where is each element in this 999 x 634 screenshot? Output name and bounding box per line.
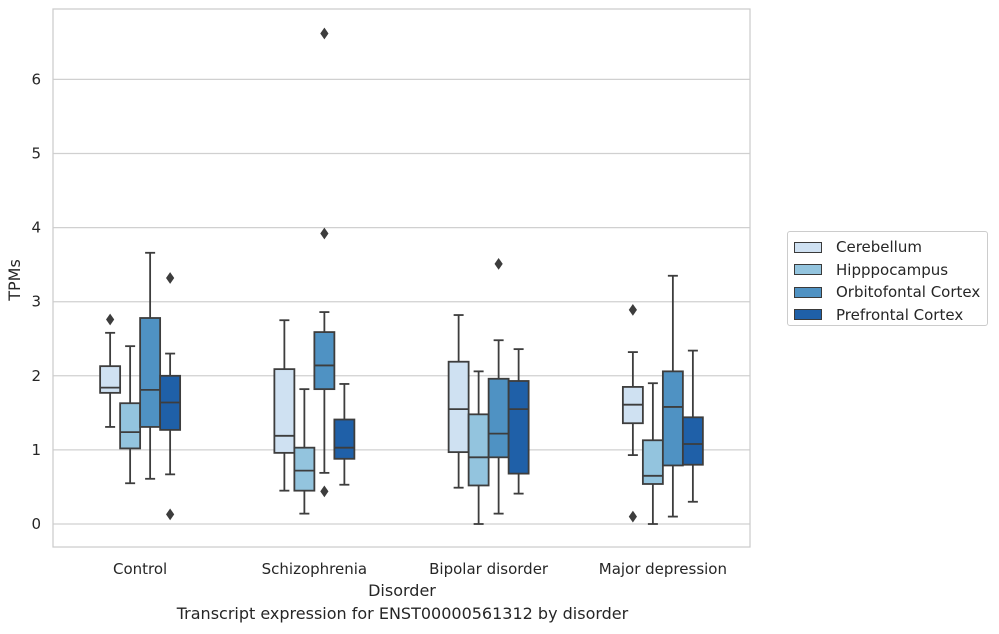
- outlier-point: [106, 313, 115, 326]
- x-tick-label-1: Schizophrenia: [262, 560, 367, 578]
- box-iqr: [641, 439, 664, 485]
- box-0-0: [99, 313, 122, 428]
- box-iqr: [681, 416, 704, 466]
- chart-title: Transcript expression for ENST0000056131…: [176, 604, 629, 623]
- y-tick-label-4: 4: [31, 219, 41, 237]
- y-tick-label-3: 3: [31, 293, 41, 311]
- y-tick-labels: 0 1 2 3 4 5 6: [31, 70, 41, 533]
- x-tick-label-2: Bipolar disorder: [429, 560, 549, 578]
- legend: Cerebellum Hipppocampus Orbitofontal Cor…: [787, 231, 988, 326]
- outlier-point: [494, 258, 503, 270]
- box-0-3: [621, 303, 644, 523]
- box-iqr: [333, 418, 356, 460]
- box-3-2: [507, 348, 530, 495]
- legend-item-prefrontal: Prefrontal Cortex: [794, 304, 987, 327]
- box-0-1: [273, 319, 296, 492]
- box-1-0: [119, 345, 142, 485]
- box-iqr: [661, 370, 684, 467]
- box-1-2: [467, 370, 490, 525]
- outlier-point: [320, 27, 329, 40]
- legend-label-hippocampus: Hipppocampus: [836, 260, 949, 279]
- box-iqr: [447, 360, 470, 454]
- outlier-point: [628, 303, 637, 316]
- outlier-point: [320, 227, 329, 240]
- outlier-point: [166, 508, 175, 521]
- legend-item-hippocampus: Hipppocampus: [794, 259, 987, 282]
- legend-swatch-cerebellum: [794, 241, 822, 253]
- box-1-1: [293, 388, 316, 515]
- boxes-layer: [99, 27, 704, 525]
- box-2-3: [661, 274, 684, 518]
- box-iqr: [313, 331, 336, 391]
- legend-swatch-hippocampus: [794, 264, 822, 276]
- legend-label-cerebellum: Cerebellum: [836, 238, 922, 257]
- legend-label-orbitofrontal: Orbitofontal Cortex: [836, 283, 981, 302]
- x-axis-label: Disorder: [368, 581, 436, 600]
- y-axis-label: TPMs: [5, 259, 24, 302]
- x-tick-label-3: Major depression: [599, 560, 727, 578]
- box-iqr: [487, 377, 510, 459]
- box-1-3: [641, 382, 664, 525]
- box-3-0: [159, 272, 182, 521]
- outlier-point: [628, 510, 637, 523]
- box-iqr: [119, 402, 142, 450]
- y-tick-label-2: 2: [31, 367, 41, 385]
- box-iqr: [507, 380, 530, 475]
- plot-frame: [52, 8, 751, 548]
- legend-label-prefrontal: Prefrontal Cortex: [836, 305, 964, 324]
- legend-swatch-prefrontal: [794, 309, 822, 321]
- y-tick-label-6: 6: [31, 70, 41, 88]
- legend-item-cerebellum: Cerebellum: [794, 236, 987, 259]
- box-iqr: [467, 413, 490, 487]
- legend-item-orbitofrontal: Orbitofontal Cortex: [794, 281, 987, 304]
- box-3-3: [681, 349, 704, 503]
- x-tick-label-0: Control: [113, 560, 167, 578]
- box-iqr: [99, 365, 122, 394]
- y-tick-label-5: 5: [31, 145, 41, 163]
- y-tick-label-0: 0: [31, 515, 41, 533]
- box-iqr: [293, 446, 316, 492]
- box-0-2: [447, 314, 470, 489]
- outlier-point: [166, 272, 175, 284]
- box-2-1: [313, 27, 336, 498]
- box-2-2: [487, 258, 510, 515]
- x-tick-labels: Control Schizophrenia Bipolar disorder Majo…: [113, 560, 727, 578]
- box-iqr: [273, 368, 296, 454]
- legend-swatch-orbitofrontal: [794, 286, 822, 298]
- y-tick-label-1: 1: [31, 441, 41, 459]
- box-3-1: [333, 383, 356, 486]
- box-iqr: [139, 317, 162, 428]
- box-2-0: [139, 251, 162, 480]
- outlier-point: [320, 485, 329, 498]
